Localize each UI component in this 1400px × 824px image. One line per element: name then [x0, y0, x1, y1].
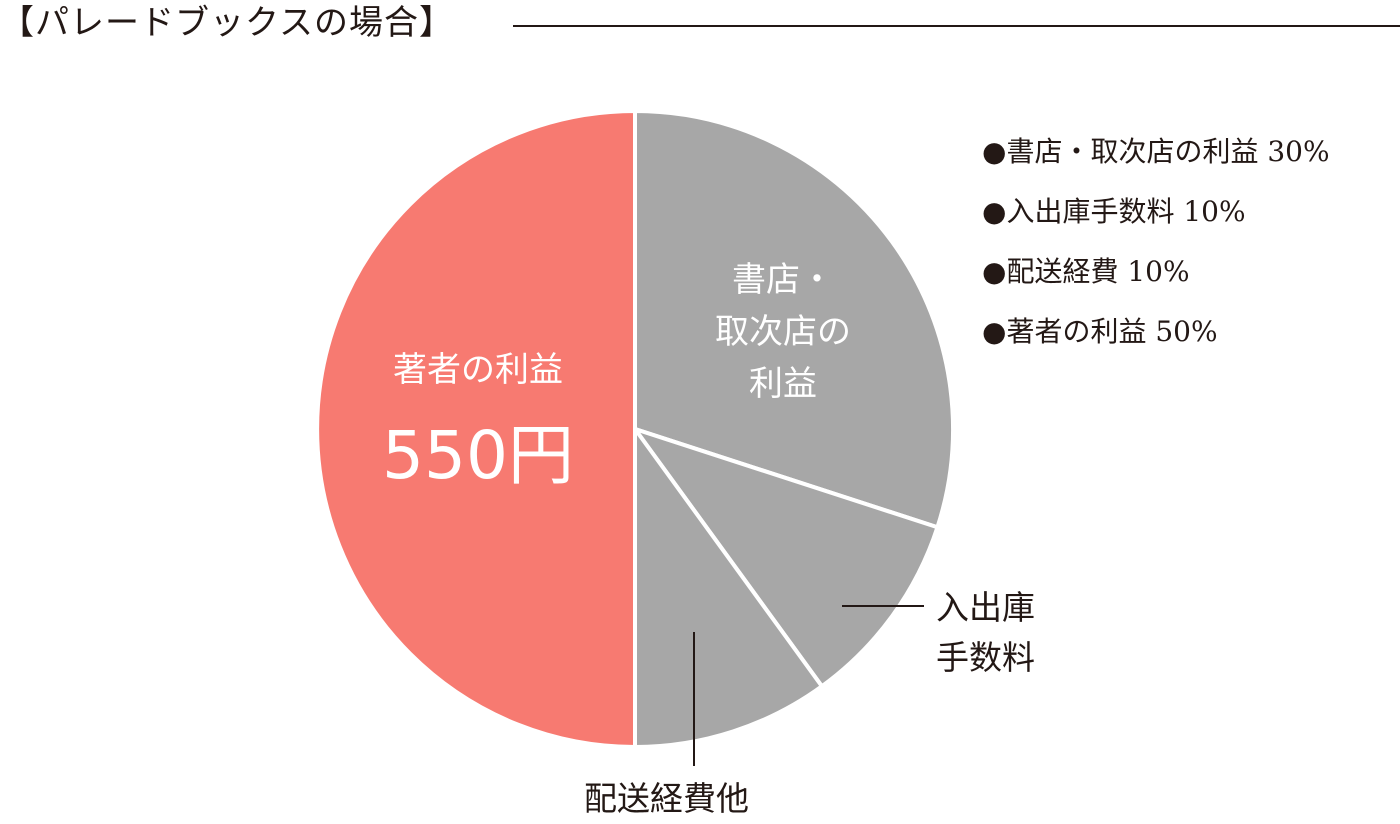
author-slice-amount: 550円 — [382, 417, 574, 494]
handling-callout-line2: 手数料 — [936, 638, 1035, 677]
legend-text: 書店・取次店の利益 30% — [1006, 135, 1330, 168]
store-slice-label-line2: 取次店の — [715, 312, 851, 352]
author-slice-label: 著者の利益 — [393, 350, 563, 390]
legend: ●書店・取次店の利益 30% ●入出庫手数料 10% ●配送経費 10% ●著者… — [982, 122, 1330, 362]
legend-item: ●書店・取次店の利益 30% — [982, 122, 1330, 182]
pie-slice-3 — [633, 427, 824, 749]
shipping-callout: 配送経費他 — [584, 779, 749, 818]
legend-bullet: ● — [982, 135, 1007, 168]
pie-slice-1 — [633, 109, 955, 530]
chart-title: 【パレードブックスの場合】 — [0, 3, 454, 43]
legend-bullet: ● — [982, 195, 1007, 228]
store-slice-label-line3: 利益 — [749, 364, 817, 404]
handling-callout-line1: 入出庫 — [936, 588, 1035, 627]
store-slice-label-line1: 書店・ — [732, 260, 834, 300]
legend-item: ●入出庫手数料 10% — [982, 182, 1330, 242]
legend-bullet: ● — [982, 315, 1007, 348]
leader-lines — [693, 605, 924, 766]
handling-callout: 入出庫 手数料 — [936, 583, 1035, 683]
legend-item: ●配送経費 10% — [982, 242, 1330, 302]
legend-text: 著者の利益 50% — [1006, 315, 1218, 348]
pie-slice-4 — [315, 109, 637, 749]
legend-item: ●著者の利益 50% — [982, 302, 1330, 362]
title-rule — [513, 25, 1400, 27]
pie-slice-2 — [633, 427, 940, 689]
legend-text: 配送経費 10% — [1006, 255, 1190, 288]
legend-text: 入出庫手数料 10% — [1006, 195, 1246, 228]
legend-bullet: ● — [982, 255, 1007, 288]
